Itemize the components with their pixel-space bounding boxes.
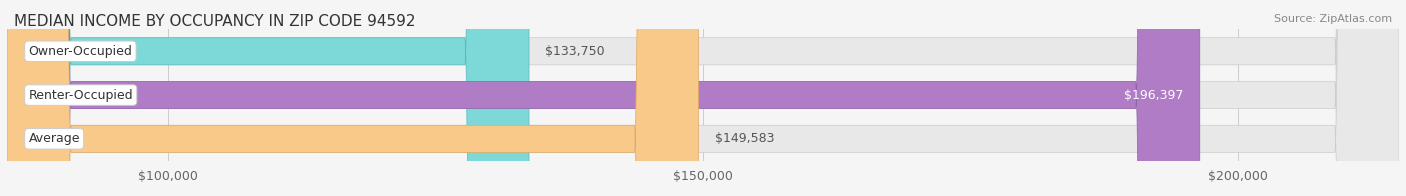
Text: Renter-Occupied: Renter-Occupied <box>28 89 134 102</box>
Text: $196,397: $196,397 <box>1125 89 1184 102</box>
FancyBboxPatch shape <box>7 0 1399 196</box>
Text: $133,750: $133,750 <box>546 45 605 58</box>
Text: Owner-Occupied: Owner-Occupied <box>28 45 132 58</box>
Text: Average: Average <box>28 132 80 145</box>
FancyBboxPatch shape <box>7 0 529 196</box>
Text: MEDIAN INCOME BY OCCUPANCY IN ZIP CODE 94592: MEDIAN INCOME BY OCCUPANCY IN ZIP CODE 9… <box>14 14 416 29</box>
Text: $149,583: $149,583 <box>714 132 775 145</box>
FancyBboxPatch shape <box>7 0 1399 196</box>
FancyBboxPatch shape <box>7 0 1399 196</box>
FancyBboxPatch shape <box>7 0 1199 196</box>
FancyBboxPatch shape <box>7 0 699 196</box>
Text: Source: ZipAtlas.com: Source: ZipAtlas.com <box>1274 14 1392 24</box>
